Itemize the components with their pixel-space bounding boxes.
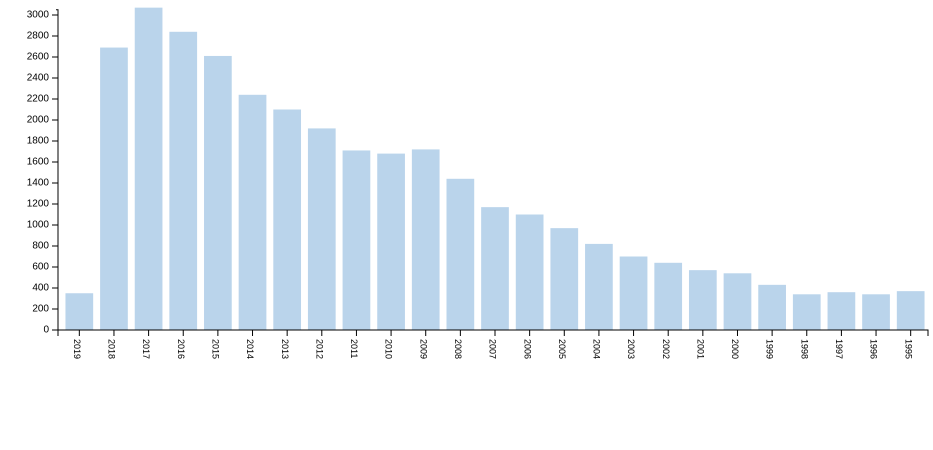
x-tick-label: 1995 bbox=[903, 339, 913, 359]
y-tick-label: 1200 bbox=[27, 199, 50, 210]
bar bbox=[100, 47, 128, 331]
x-tick-label: 2001 bbox=[695, 339, 705, 359]
x-tick-label: 2007 bbox=[488, 339, 498, 359]
x-tick-label: 2010 bbox=[384, 339, 394, 359]
x-axis bbox=[57, 329, 929, 336]
bar bbox=[134, 7, 163, 331]
y-axis bbox=[56, 9, 59, 331]
bar bbox=[792, 294, 821, 330]
y-tick-label: 2800 bbox=[27, 31, 50, 42]
y-tick-label: 2600 bbox=[27, 52, 50, 63]
y-tick-label: 200 bbox=[32, 304, 49, 315]
x-tick-label: 1998 bbox=[799, 339, 809, 359]
bar bbox=[446, 178, 475, 330]
x-tick-label: 2002 bbox=[661, 339, 671, 359]
y-tick-label: 1600 bbox=[27, 157, 50, 168]
y-tick-label: 2200 bbox=[27, 94, 50, 105]
x-tick-label: 2016 bbox=[176, 339, 186, 359]
bar bbox=[688, 270, 717, 330]
y-tick-label: 1800 bbox=[27, 136, 50, 147]
x-tick-label: 2004 bbox=[592, 339, 602, 359]
y-tick-label: 2400 bbox=[27, 73, 50, 84]
bar bbox=[411, 149, 440, 330]
x-tick-label: 2003 bbox=[626, 339, 636, 359]
bar bbox=[204, 55, 232, 330]
x-tick-label: 2018 bbox=[107, 339, 117, 359]
x-tick-label: 2013 bbox=[280, 339, 290, 359]
y-tick-label: 1400 bbox=[27, 178, 50, 189]
y-tick-label: 0 bbox=[43, 325, 49, 336]
bar bbox=[654, 262, 683, 330]
bar bbox=[723, 273, 752, 330]
bar bbox=[619, 256, 648, 330]
bar bbox=[65, 293, 94, 330]
x-tick-label: 1997 bbox=[834, 339, 844, 359]
bar bbox=[238, 94, 267, 330]
x-tick-label: 2011 bbox=[349, 339, 359, 358]
x-tick-label: 2006 bbox=[522, 339, 532, 359]
x-tick-label: 2009 bbox=[418, 339, 428, 359]
bar bbox=[550, 228, 579, 330]
y-tick-label: 400 bbox=[32, 283, 49, 294]
x-tick-label: 1999 bbox=[765, 339, 775, 359]
bar bbox=[585, 243, 613, 330]
y-tick-label: 2000 bbox=[27, 115, 50, 126]
bar bbox=[827, 292, 856, 330]
bar bbox=[758, 284, 786, 330]
y-tick-label: 600 bbox=[32, 262, 49, 273]
x-tick-label: 2000 bbox=[730, 339, 740, 359]
x-tick-label: 1996 bbox=[869, 339, 879, 359]
y-tick-label: 800 bbox=[32, 241, 49, 252]
bar bbox=[896, 291, 925, 330]
bar bbox=[377, 153, 405, 330]
x-tick-label: 2012 bbox=[314, 339, 324, 359]
x-tick-label: 2008 bbox=[453, 339, 463, 359]
y-tick-label: 1000 bbox=[27, 220, 50, 231]
bar bbox=[481, 207, 509, 330]
x-tick-label: 2017 bbox=[141, 339, 151, 359]
x-tick-label: 2019 bbox=[72, 339, 82, 359]
x-tick-label: 2015 bbox=[211, 339, 221, 359]
bar bbox=[169, 31, 198, 331]
x-tick-label: 2014 bbox=[245, 339, 255, 359]
bar bbox=[342, 150, 371, 330]
bar bbox=[515, 214, 544, 330]
x-tick-label: 2005 bbox=[557, 339, 567, 359]
bar bbox=[862, 294, 890, 330]
y-tick-label: 3000 bbox=[27, 10, 50, 21]
bar bbox=[307, 128, 336, 330]
bar bbox=[273, 109, 302, 330]
